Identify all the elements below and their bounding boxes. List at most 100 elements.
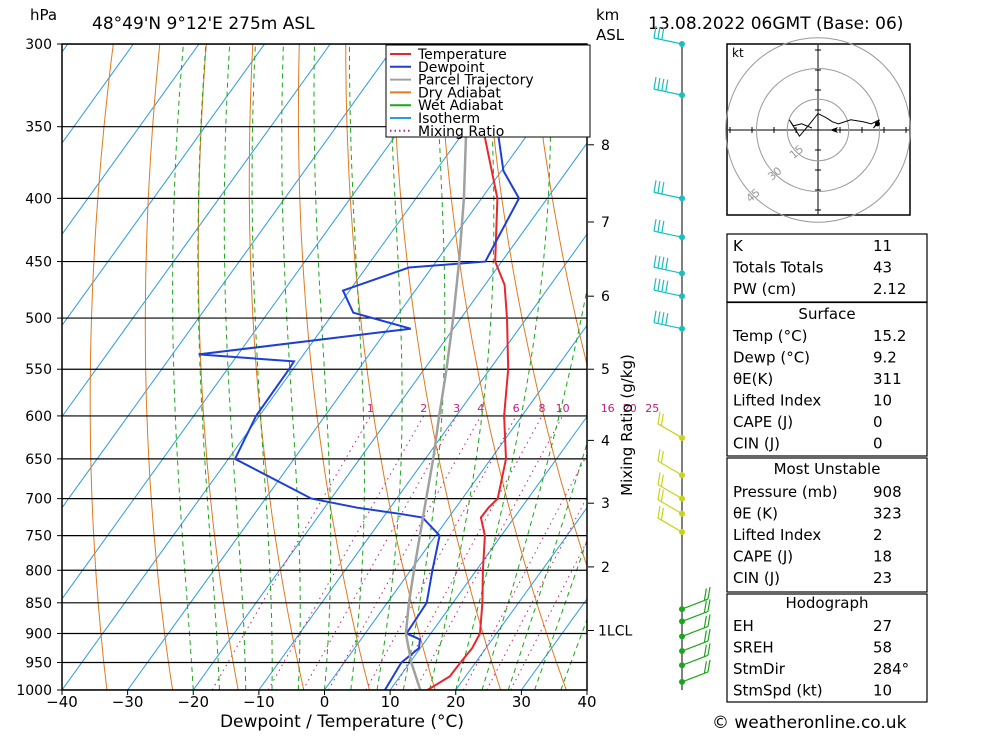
index-value: 10 [873,392,892,410]
indices-section-title: Most Unstable [774,460,881,478]
dry-adiabat-line [531,44,587,367]
wind-barb-flag [653,255,657,268]
pressure-tick-label: 550 [25,362,52,378]
wind-barb-flag [707,628,711,642]
wind-barb-flag [653,219,657,232]
wind-barb-staff [681,610,709,622]
wind-barb-staff [657,517,683,533]
wind-barb-flag [657,487,661,500]
wind-barb-flag [703,588,707,601]
plot-area [62,44,587,690]
wind-barb-flag [665,79,669,92]
index-value: 2.12 [873,280,906,298]
pressure-tick-label: 700 [25,492,52,508]
temperature-tick-label: −30 [112,693,144,711]
wind-barb-flag [703,615,707,628]
wet-adiabat-line [197,44,220,690]
index-label: Temp (°C) [732,327,807,345]
wind-barb-staff [657,484,683,500]
pressure-tick-label: 950 [25,655,52,671]
isotherm-line [62,44,462,600]
km-tick-label: 6 [601,289,610,305]
temperature-tick-label: 20 [446,693,465,711]
legend-label: Wet Adiabat [418,98,504,114]
hodograph-ring [786,98,850,162]
index-label: Lifted Index [733,526,821,544]
indices-section-title: Hodograph [785,594,868,612]
wind-barb-flag [657,472,661,485]
km-tick-label: 7 [601,215,610,231]
wind-barb-flag [660,474,664,487]
index-label: CIN (J) [733,569,780,587]
isotherm-line [62,44,200,236]
isotherm-line [62,44,331,418]
km-tick-label: 2 [601,560,610,576]
wind-barb-staff [653,322,683,330]
series-temperature [426,44,510,690]
isotherm-line [127,51,587,690]
wind-dot [679,270,685,277]
wind-dot [679,472,685,479]
mixing-ratio-label: 3 [453,402,460,415]
temperature-tick-label: 0 [320,693,330,711]
indices-section-title: Surface [798,305,855,323]
isotherm-line [62,44,528,690]
wind-barb-flag [657,449,661,462]
wind-barb-flag [665,280,669,293]
temperature-tick-label: 10 [381,693,400,711]
pressure-tick-label: 300 [25,37,52,53]
wind-barb-flag [657,77,661,91]
index-label: θE(K) [733,370,773,388]
legend-label: Temperature [417,47,507,63]
wind-barb-staff [681,671,709,683]
wind-barb-flag [707,586,711,600]
wind-barb-flag [707,659,711,672]
wind-barb-staff [657,423,683,439]
wind-barb-staff [653,289,683,297]
wind-barb-staff [657,460,683,476]
wind-barb-flag [653,278,657,291]
series-dewpoint [198,44,521,690]
isotherm-line [62,44,397,509]
wind-barb-flag [707,614,711,627]
wind-barb-flag [657,311,661,324]
pressure-tick-label: 750 [25,529,52,545]
wind-barb-staff [681,654,709,666]
hodograph-index-box [726,593,928,703]
most-unstable-box [726,457,928,593]
wind-barb-flag [657,256,661,269]
wind-dot [679,293,685,300]
index-value: 10 [873,682,892,700]
mixing-ratio-line [328,415,482,690]
wind-dot [679,606,685,613]
wind-dot [679,41,685,47]
wind-barb-flag [665,257,669,270]
wind-barb-flag [703,600,707,613]
wind-barb-flag [653,25,657,39]
wind-barb-flag [661,181,665,195]
wind-barb-flag [661,279,665,292]
mixing-ratio-label: 20 [623,402,637,415]
series-parcel-trajectory [404,44,470,690]
index-value: 9.2 [873,349,897,367]
pressure-tick-label: 850 [25,596,52,612]
index-label: StmSpd (kt) [733,682,823,700]
temperature-tick-label: −10 [243,693,275,711]
mixing-ratio-labels: 1 2 3 4 6 8 10 16 20 25 [367,402,659,415]
index-label: Lifted Index [733,392,821,410]
units-km: km [596,6,619,24]
temperature-tick-label: 40 [577,693,596,711]
isotherm-line [389,415,587,690]
wind-barb-flag [653,310,657,323]
wind-barb-flag [661,27,665,40]
credit-text: © weatheronline.co.uk [712,713,907,733]
mixing-ratio-label: 1 [367,402,374,415]
km-tick-label: 3 [601,496,610,512]
storm-motion-icon [830,127,838,133]
wind-barb-flag [707,643,711,656]
wind-barb-flag [660,450,664,464]
wet-adiabat-line [281,44,301,690]
wind-barb-flag [657,181,661,194]
wind-dot [679,529,685,536]
wind-barb-flag [653,77,657,90]
